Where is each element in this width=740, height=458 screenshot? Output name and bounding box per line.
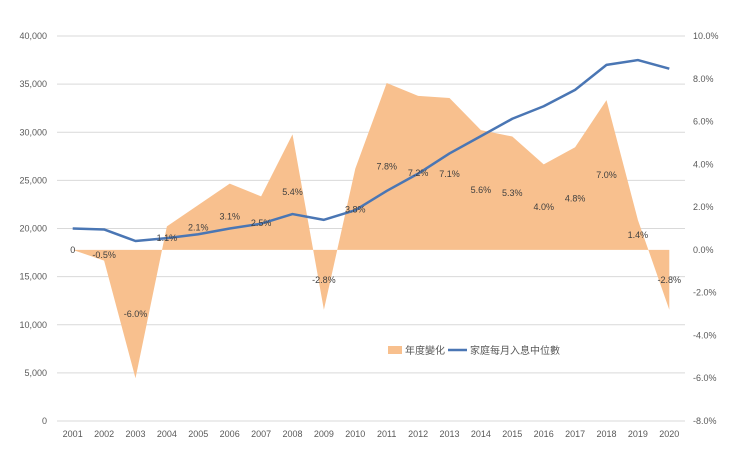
x-axis-tick-label: 2010: [345, 429, 365, 439]
data-labels: 0 -0.5% -6.0% 1.1% 2.1% 3.1% 2.5% 5.4% -2.8% 3.8%…: [70, 161, 681, 319]
x-axis-tick-label: 2019: [628, 429, 648, 439]
area-data-label: 2.5%: [251, 218, 272, 228]
left-axis-tick-label: 15,000: [19, 272, 47, 282]
line-series-median-income: [72, 58, 670, 243]
x-axis-tick-label: 2002: [94, 429, 114, 439]
area-data-label: 7.0%: [596, 170, 617, 180]
left-axis-ticks: 0 5,000 10,000 15,000 20,000 25,000 30,000 35,0…: [19, 31, 47, 426]
area-data-label: 3.8%: [345, 204, 366, 214]
left-axis-tick-label: 5,000: [24, 368, 47, 378]
x-axis-tick-label: 2001: [63, 429, 83, 439]
area-data-label: 5.6%: [471, 185, 492, 195]
left-axis-tick-label: 20,000: [19, 224, 47, 234]
right-axis-tick-label: 10.0%: [693, 31, 719, 41]
area-data-label: 4.8%: [565, 194, 586, 204]
line-series-layer: [72, 58, 670, 243]
left-axis-tick-label: 30,000: [19, 127, 47, 137]
area-data-label: 4.0%: [533, 202, 554, 212]
x-axis-tick-label: 2011: [377, 429, 396, 439]
x-axis-tick-label: 2007: [251, 429, 271, 439]
area-data-label: 0: [70, 245, 75, 255]
x-axis-tick-label: 2016: [534, 429, 554, 439]
area-data-label: 1.4%: [628, 230, 649, 240]
x-axis-tick-label: 2005: [188, 429, 208, 439]
x-axis-tick-label: 2008: [282, 429, 302, 439]
x-axis-tick-label: 2006: [220, 429, 240, 439]
x-axis-ticks: 2001 2002 2003 2004 2005 2006 2007 2008 2009 2010…: [63, 429, 680, 439]
area-data-label: 2.1%: [188, 222, 209, 232]
x-axis-tick-label: 2015: [502, 429, 522, 439]
right-axis-tick-label: 6.0%: [693, 117, 714, 127]
area-data-label: 5.3%: [502, 188, 523, 198]
area-data-label: 7.8%: [376, 161, 397, 171]
area-series-annual-change: [72, 83, 670, 379]
area-series-layer: [72, 83, 670, 379]
right-axis-tick-label: -2.0%: [693, 288, 717, 298]
right-axis-tick-label: -4.0%: [693, 330, 717, 340]
legend-label-line: 家庭每月入息中位數: [470, 344, 560, 357]
area-data-label: -0.5%: [92, 250, 116, 260]
x-axis-tick-label: 2009: [314, 429, 334, 439]
x-axis-tick-label: 2018: [596, 429, 616, 439]
x-axis-tick-label: 2013: [439, 429, 459, 439]
right-axis-ticks: -8.0% -6.0% -4.0% -2.0% 0.0% 2.0% 4.0% 6.0% 8.0%…: [693, 31, 719, 426]
legend: 年度變化 家庭每月入息中位數: [388, 344, 560, 357]
area-data-label: 5.4%: [282, 187, 303, 197]
right-axis-tick-label: -6.0%: [693, 373, 717, 383]
x-axis-tick-label: 2012: [408, 429, 428, 439]
x-axis-tick-label: 2017: [565, 429, 585, 439]
area-data-label: -2.8%: [658, 275, 682, 285]
area-data-label: 1.1%: [157, 233, 178, 243]
right-axis-tick-label: 0.0%: [693, 245, 714, 255]
right-axis-tick-label: 2.0%: [693, 202, 714, 212]
right-axis-tick-label: -8.0%: [693, 416, 717, 426]
legend-swatch-area: [388, 346, 402, 354]
x-axis-tick-label: 2020: [659, 429, 679, 439]
area-data-label: -6.0%: [124, 309, 148, 319]
right-axis-tick-label: 4.0%: [693, 159, 714, 169]
area-data-label: 3.1%: [219, 212, 240, 222]
left-axis-tick-label: 25,000: [19, 175, 47, 185]
area-data-label: -2.8%: [312, 275, 336, 285]
left-axis-tick-label: 10,000: [19, 320, 47, 330]
x-axis-tick-label: 2004: [157, 429, 177, 439]
left-axis-tick-label: 40,000: [19, 31, 47, 41]
left-axis-tick-label: 35,000: [19, 79, 47, 89]
x-axis-tick-label: 2014: [471, 429, 491, 439]
left-axis-tick-label: 0: [42, 416, 47, 426]
x-axis-tick-label: 2003: [125, 429, 145, 439]
area-data-label: 7.2%: [408, 168, 429, 178]
area-data-label: 7.1%: [439, 169, 460, 179]
legend-label-area: 年度變化: [405, 344, 445, 357]
right-axis-tick-label: 8.0%: [693, 74, 714, 84]
